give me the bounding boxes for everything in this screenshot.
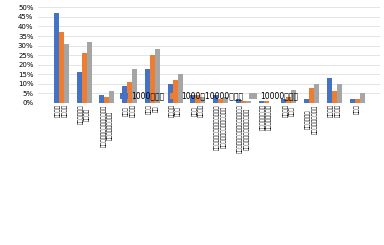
- Bar: [286, 97, 291, 103]
- Bar: [236, 99, 241, 103]
- Bar: [327, 78, 332, 103]
- Bar: [127, 82, 132, 103]
- Bar: [64, 44, 69, 103]
- Bar: [109, 91, 114, 103]
- Bar: [173, 80, 178, 103]
- Bar: [213, 95, 218, 103]
- Bar: [349, 99, 354, 103]
- Bar: [168, 84, 173, 103]
- Bar: [200, 97, 205, 103]
- Bar: [218, 99, 223, 103]
- Bar: [87, 42, 92, 103]
- Bar: [145, 69, 150, 103]
- Bar: [195, 95, 200, 103]
- Bar: [259, 101, 264, 103]
- Bar: [291, 89, 296, 103]
- Bar: [332, 91, 337, 103]
- Bar: [104, 97, 109, 103]
- Bar: [150, 55, 155, 103]
- Bar: [246, 101, 251, 103]
- Bar: [241, 101, 246, 103]
- Bar: [155, 49, 160, 103]
- Bar: [309, 88, 314, 103]
- Bar: [223, 97, 228, 103]
- Bar: [59, 32, 64, 103]
- Bar: [314, 84, 319, 103]
- Bar: [99, 95, 104, 103]
- Bar: [281, 99, 286, 103]
- Bar: [122, 86, 127, 103]
- Bar: [190, 95, 195, 103]
- Bar: [360, 93, 365, 103]
- Bar: [54, 13, 59, 103]
- Bar: [82, 53, 87, 103]
- Legend: 1000人未満, 1000～10000人未満, 10000人以上: 1000人未満, 1000～10000人未満, 10000人以上: [118, 89, 301, 104]
- Bar: [304, 99, 309, 103]
- Bar: [77, 72, 82, 103]
- Bar: [354, 99, 360, 103]
- Bar: [264, 101, 269, 103]
- Bar: [337, 84, 342, 103]
- Bar: [178, 74, 183, 103]
- Bar: [132, 69, 137, 103]
